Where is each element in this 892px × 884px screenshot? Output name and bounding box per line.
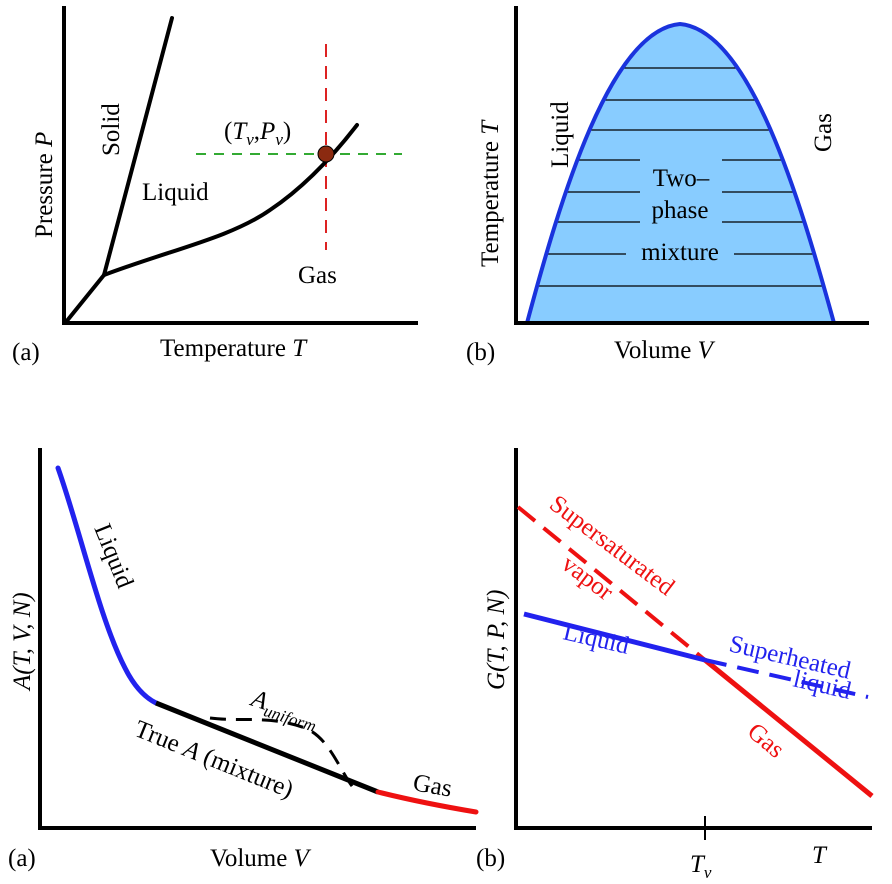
gibbs-axes — [514, 448, 872, 830]
vaporization-point-marker — [317, 145, 335, 163]
gibbs-axis-label: G(T, P, N) — [483, 590, 510, 690]
solid-label: Solid — [98, 103, 125, 156]
gas-label-tv: Gas — [810, 113, 837, 152]
dome-boundary — [525, 21, 836, 324]
gas-branch-g — [703, 658, 874, 798]
volume-axis-label-tv: Volume V — [614, 337, 716, 364]
liquid-branch-g — [523, 611, 706, 663]
two-phase-dome — [527, 24, 834, 323]
uniform-label: Auniform — [245, 684, 322, 735]
panel-letter-bl: (a) — [8, 845, 36, 872]
pressure-axis-label: Pressure P — [31, 132, 58, 238]
panel-pt-diagram: (Tv,Pv) Solid Liquid Gas Pressure P Temp… — [12, 6, 418, 366]
temperature-axis-label-tv: Temperature T — [477, 119, 504, 267]
supersaturated-vapor-branch — [516, 505, 707, 662]
liquid-label-a: Liquid — [88, 520, 138, 592]
liquid-label-tv: Liquid — [547, 101, 574, 168]
helmholtz-axes — [38, 448, 476, 830]
volume-axis-label-a: Volume V — [210, 845, 312, 872]
tv-axes — [514, 6, 869, 325]
gas-label: Gas — [298, 262, 337, 289]
panel-letter-br: (b) — [476, 845, 505, 872]
point-label: (Tv,Pv) — [224, 118, 291, 149]
mixture-tangent-line — [155, 700, 379, 795]
panel-gibbs: Supersaturated vapor Liquid Superheated … — [476, 448, 874, 882]
panel-letter-tl: (a) — [12, 339, 40, 366]
panel-helmholtz: Liquid Auniform True A (mixture) Gas A(T… — [8, 448, 479, 872]
gas-branch — [375, 789, 479, 815]
helmholtz-axis-label: A(T, V, N) — [9, 592, 36, 692]
two-phase-line-3: mixture — [641, 239, 719, 266]
pt-axes — [62, 6, 418, 325]
uniform-branch — [209, 716, 357, 791]
liquid-branch — [55, 465, 159, 706]
superheated-liquid-branch — [704, 658, 869, 699]
panel-tv-diagram: Two– phase mixture Liquid Gas Temperatur… — [466, 6, 869, 366]
sublimation-curve — [64, 273, 106, 324]
panel-letter-tr: (b) — [466, 339, 495, 366]
temperature-axis-label-g: T — [812, 842, 828, 869]
temperature-axis-label: Temperature T — [160, 335, 308, 362]
liquid-label-g: Liquid — [561, 619, 633, 660]
two-phase-line-1: Two– — [653, 165, 710, 192]
two-phase-line-2: phase — [652, 197, 709, 224]
liquid-label: Liquid — [142, 179, 209, 206]
melting-curve — [102, 16, 174, 277]
gas-label-a: Gas — [411, 769, 454, 802]
tv-tick-label: Tv — [690, 851, 712, 882]
